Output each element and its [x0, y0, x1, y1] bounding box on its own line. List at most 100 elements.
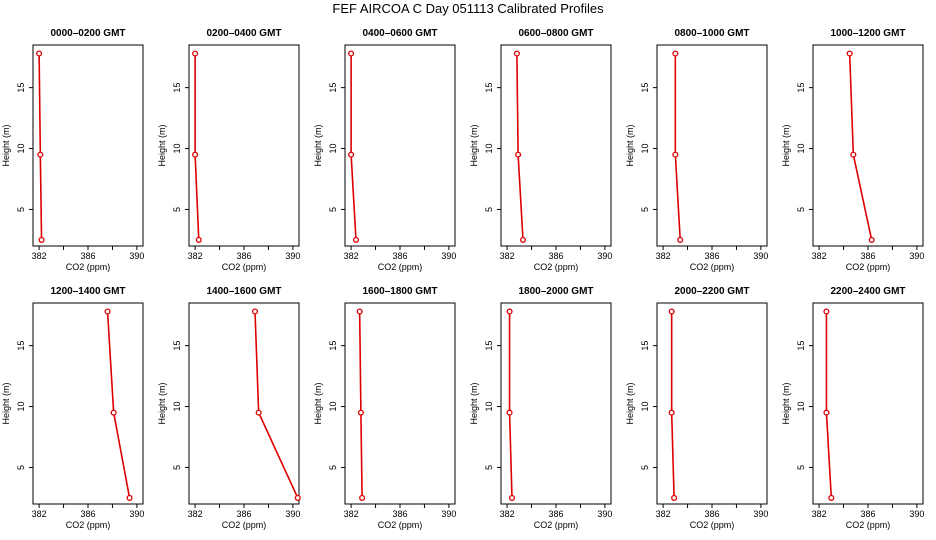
- y-axis-label: Height (m): [1, 124, 11, 166]
- y-tick-label: 10: [16, 144, 26, 154]
- x-axis-label: CO2 (ppm): [846, 262, 891, 272]
- data-point: [359, 494, 366, 501]
- y-tick-label: 10: [16, 402, 26, 412]
- data-point: [519, 236, 527, 243]
- x-tick-label: 382: [656, 509, 671, 519]
- x-tick-label: 382: [656, 251, 671, 261]
- data-point: [672, 151, 679, 158]
- y-tick-label: 15: [640, 83, 650, 93]
- panel-title: 1600–1800 GMT: [362, 286, 437, 297]
- profile-line: [516, 53, 524, 240]
- x-axis-label: CO2 (ppm): [66, 520, 111, 530]
- panel-12: 2200–2400 GMT 382 386 390 5 10 15 CO2 (ppm) Heig…: [781, 286, 924, 530]
- profile-line: [825, 311, 833, 498]
- panel-title: 1800–2000 GMT: [518, 286, 593, 297]
- y-tick-label: 15: [172, 341, 182, 351]
- x-tick-label: 386: [704, 509, 719, 519]
- x-axis-label: CO2 (ppm): [378, 520, 423, 530]
- x-tick-label: 390: [285, 251, 300, 261]
- data-point: [508, 494, 516, 501]
- x-tick-label: 382: [344, 509, 359, 519]
- panel-6: 1000–1200 GMT 382 386 390 5 10 15 CO2 (ppm) Heig…: [781, 28, 924, 272]
- x-tick-label: 390: [597, 251, 612, 261]
- y-tick-label: 15: [328, 341, 338, 351]
- data-point: [513, 50, 520, 57]
- data-point: [515, 151, 522, 158]
- plot-frame: [32, 44, 144, 247]
- y-tick-label: 5: [172, 207, 182, 212]
- panel-8: 1400–1600 GMT 382 386 390 5 10 15 CO2 (ppm) Heig…: [157, 286, 301, 530]
- data-point: [356, 308, 363, 315]
- profile-line: [194, 53, 200, 240]
- panel-9: 1600–1800 GMT 382 386 390 5 10 15 CO2 (ppm) Heig…: [313, 286, 456, 530]
- x-tick-label: 386: [704, 251, 719, 261]
- profile-line: [848, 53, 873, 241]
- x-tick-label: 390: [441, 509, 456, 519]
- x-tick-label: 382: [500, 251, 515, 261]
- x-axis-label: CO2 (ppm): [690, 520, 735, 530]
- y-tick-label: 10: [484, 402, 494, 412]
- y-axis-label: Height (m): [625, 124, 635, 166]
- data-point: [823, 409, 830, 416]
- x-axis-label: CO2 (ppm): [690, 262, 735, 272]
- x-tick-label: 382: [500, 509, 515, 519]
- panel-title: 0600–0800 GMT: [518, 28, 593, 39]
- data-point: [823, 308, 830, 315]
- y-tick-label: 5: [484, 207, 494, 212]
- x-tick-label: 390: [909, 509, 924, 519]
- y-axis-label: Height (m): [1, 382, 11, 424]
- x-tick-label: 382: [812, 509, 827, 519]
- y-axis-label: Height (m): [625, 382, 635, 424]
- profile-line: [508, 311, 513, 498]
- panel-title: 1400–1600 GMT: [206, 286, 281, 297]
- profile-line: [38, 53, 43, 240]
- x-tick-label: 390: [909, 251, 924, 261]
- x-tick-label: 382: [32, 251, 47, 261]
- panel-title: 2200–2400 GMT: [830, 286, 905, 297]
- x-tick-label: 390: [753, 509, 768, 519]
- data-point: [668, 308, 675, 315]
- x-axis-label: CO2 (ppm): [378, 262, 423, 272]
- y-tick-label: 5: [796, 207, 806, 212]
- data-point: [348, 50, 355, 57]
- plot-frame: [344, 44, 456, 247]
- data-point: [677, 236, 684, 243]
- y-tick-label: 15: [16, 341, 26, 351]
- x-tick-label: 382: [188, 251, 203, 261]
- data-point: [110, 409, 117, 416]
- plot-frame: [656, 44, 768, 247]
- x-tick-label: 382: [344, 251, 359, 261]
- y-tick-label: 5: [328, 207, 338, 212]
- y-axis-label: Height (m): [157, 124, 167, 166]
- y-tick-label: 15: [484, 83, 494, 93]
- panel-7: 1200–1400 GMT 382 386 390 5 10 15 CO2 (ppm) Heig…: [1, 286, 144, 530]
- chart-title: FEF AIRCOA C Day 051113 Calibrated Profi…: [332, 1, 604, 16]
- data-point: [192, 151, 199, 158]
- plot-frame: [188, 44, 300, 247]
- x-tick-label: 386: [860, 509, 875, 519]
- x-tick-label: 382: [188, 509, 203, 519]
- y-tick-label: 15: [796, 341, 806, 351]
- panel-5: 0800–1000 GMT 382 386 390 5 10 15 CO2 (ppm) Heig…: [625, 28, 768, 272]
- y-tick-label: 5: [16, 465, 26, 470]
- data-point: [828, 494, 835, 501]
- panel-title: 1200–1400 GMT: [50, 286, 125, 297]
- y-tick-label: 10: [640, 144, 650, 154]
- plot-frame: [32, 302, 144, 505]
- data-point: [126, 494, 133, 501]
- panel-4: 0600–0800 GMT 382 386 390 5 10 15 CO2 (ppm) Heig…: [469, 28, 612, 272]
- profile-line: [358, 311, 363, 498]
- x-tick-label: 382: [32, 509, 47, 519]
- y-tick-label: 10: [484, 144, 494, 154]
- x-axis-label: CO2 (ppm): [66, 262, 111, 272]
- x-tick-label: 390: [753, 251, 768, 261]
- x-tick-label: 386: [548, 509, 563, 519]
- data-point: [36, 50, 43, 57]
- data-point: [868, 236, 875, 243]
- y-tick-label: 5: [640, 465, 650, 470]
- panel-2: 0200–0400 GMT 382 386 390 5 10 15 CO2 (ppm) Heig…: [157, 28, 300, 272]
- y-tick-label: 5: [484, 465, 494, 470]
- x-tick-label: 390: [441, 251, 456, 261]
- data-point: [192, 50, 199, 57]
